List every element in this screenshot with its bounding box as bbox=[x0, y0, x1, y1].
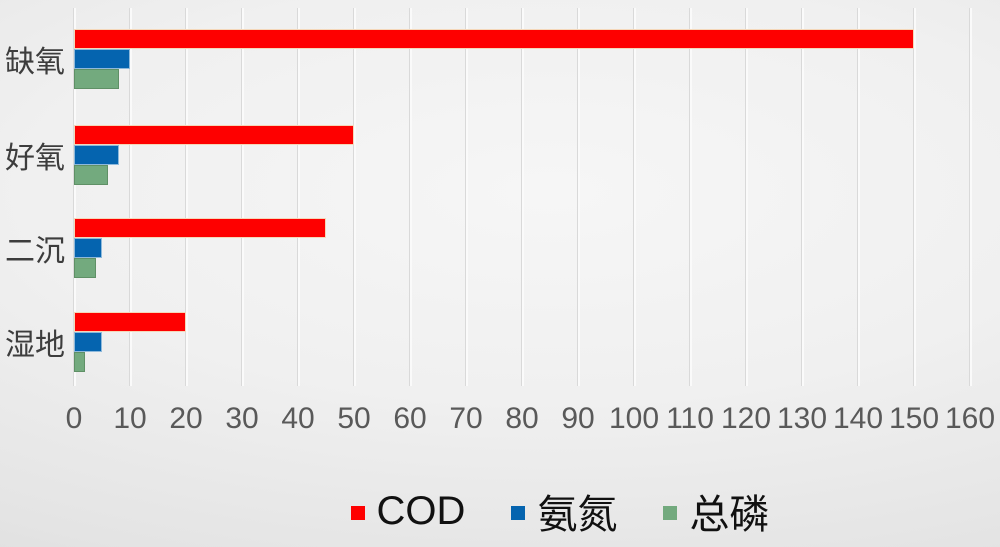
axis-tick-label: 120 bbox=[720, 402, 772, 435]
bar-COD-缺氧 bbox=[74, 29, 914, 49]
axis-tick-label: 50 bbox=[337, 402, 371, 435]
axis-tick-label: 140 bbox=[832, 402, 884, 435]
bar-氨氮-好氧 bbox=[74, 145, 119, 165]
category-label: 二沉 bbox=[5, 235, 65, 268]
axis-tick-label: 60 bbox=[393, 402, 427, 435]
axis-tick-label: 100 bbox=[608, 402, 660, 435]
legend-swatch-icon bbox=[511, 506, 526, 520]
bar-总磷-湿地 bbox=[74, 352, 86, 372]
legend-label: COD bbox=[376, 488, 466, 533]
gridline bbox=[465, 8, 468, 386]
bar-氨氮-二沉 bbox=[74, 238, 102, 258]
legend-item-总磷: 总磷 bbox=[663, 482, 769, 540]
bar-COD-湿地 bbox=[74, 312, 186, 332]
category-label: 好氧 bbox=[5, 142, 65, 175]
legend-swatch-icon bbox=[350, 506, 365, 520]
legend-label: 总磷 bbox=[689, 493, 770, 537]
axis-tick-label: 150 bbox=[888, 402, 940, 435]
gridline bbox=[913, 8, 916, 386]
legend-item-氨氮: 氨氮 bbox=[511, 482, 617, 540]
bar-COD-二沉 bbox=[74, 218, 326, 238]
axis-tick-label: 70 bbox=[449, 402, 483, 435]
axis-tick-label: 160 bbox=[944, 402, 996, 435]
axis-tick-label: 10 bbox=[113, 402, 147, 435]
bar-COD-好氧 bbox=[74, 125, 354, 145]
gridline bbox=[185, 8, 188, 386]
axis-tick-label: 110 bbox=[666, 402, 714, 435]
bar-总磷-好氧 bbox=[74, 165, 108, 185]
gridline bbox=[353, 8, 356, 386]
gridline bbox=[745, 8, 748, 386]
axis-tick-label: 80 bbox=[505, 402, 539, 435]
gridline bbox=[409, 8, 412, 386]
gridline bbox=[689, 8, 692, 386]
gridline bbox=[521, 8, 524, 386]
gridline bbox=[857, 8, 860, 386]
axis-tick-label: 0 bbox=[65, 402, 83, 435]
gridline bbox=[801, 8, 804, 386]
gridline bbox=[73, 8, 76, 386]
gridline bbox=[577, 8, 580, 386]
gridline bbox=[297, 8, 300, 386]
bar-氨氮-湿地 bbox=[74, 332, 102, 352]
bar-氨氮-缺氧 bbox=[74, 49, 130, 69]
legend-label: 氨氮 bbox=[537, 493, 618, 537]
legend-swatch-icon bbox=[663, 506, 678, 520]
legend-item-COD: COD bbox=[350, 488, 466, 534]
axis-tick-label: 40 bbox=[281, 402, 315, 435]
gridline bbox=[969, 8, 972, 386]
axis-tick-label: 30 bbox=[225, 402, 259, 435]
bar-总磷-缺氧 bbox=[74, 69, 119, 89]
category-label: 湿地 bbox=[5, 329, 65, 362]
bar-总磷-二沉 bbox=[74, 258, 97, 278]
gridline bbox=[241, 8, 244, 386]
axis-tick-label: 130 bbox=[776, 402, 828, 435]
gridline bbox=[633, 8, 636, 386]
category-label: 缺氧 bbox=[5, 46, 65, 79]
gridline bbox=[129, 8, 132, 386]
axis-tick-label: 90 bbox=[561, 402, 595, 435]
axis-tick-label: 20 bbox=[169, 402, 203, 435]
chart-legend: COD 氨氮 总磷 bbox=[60, 482, 1000, 540]
